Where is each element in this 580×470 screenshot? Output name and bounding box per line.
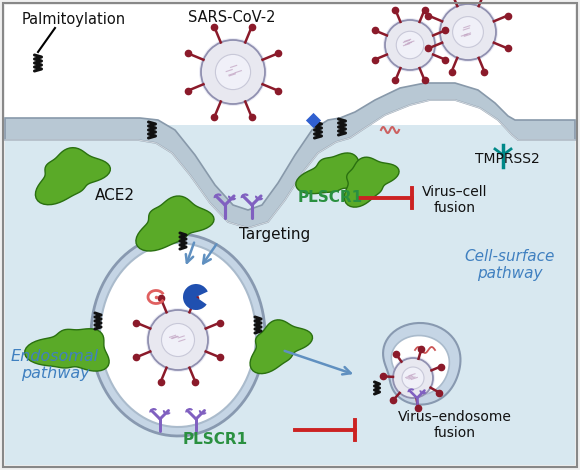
Text: PLSCR1: PLSCR1	[298, 190, 362, 205]
Circle shape	[146, 308, 210, 372]
Circle shape	[391, 356, 435, 400]
Polygon shape	[35, 148, 110, 205]
Polygon shape	[100, 243, 256, 427]
Bar	[5, 5, 575, 125]
Polygon shape	[383, 323, 461, 405]
Polygon shape	[345, 157, 399, 207]
Circle shape	[438, 2, 498, 62]
Circle shape	[215, 55, 251, 90]
Circle shape	[402, 367, 424, 389]
Circle shape	[385, 20, 435, 70]
Circle shape	[383, 18, 437, 72]
Circle shape	[393, 358, 433, 398]
Circle shape	[201, 40, 265, 104]
Bar	[5, 125, 575, 465]
Text: Endosomal
pathway: Endosomal pathway	[11, 349, 99, 381]
Text: TMPRSS2: TMPRSS2	[475, 152, 540, 166]
Circle shape	[199, 38, 267, 106]
Text: SARS-CoV-2: SARS-CoV-2	[188, 10, 276, 25]
Polygon shape	[296, 153, 371, 194]
Text: Targeting: Targeting	[240, 227, 311, 243]
Circle shape	[452, 16, 483, 47]
Wedge shape	[183, 284, 208, 310]
Polygon shape	[250, 320, 313, 374]
Polygon shape	[136, 196, 214, 251]
Circle shape	[148, 310, 208, 370]
Text: Palmitoylation: Palmitoylation	[22, 12, 126, 27]
Text: ACE2: ACE2	[95, 188, 135, 203]
Text: Virus–endosome
fusion: Virus–endosome fusion	[398, 410, 512, 440]
Polygon shape	[5, 83, 575, 228]
Polygon shape	[91, 234, 265, 436]
Circle shape	[396, 31, 424, 59]
Text: PLSCR1: PLSCR1	[183, 432, 248, 447]
Polygon shape	[392, 336, 450, 395]
Text: Cell-surface
pathway: Cell-surface pathway	[465, 249, 555, 281]
Point	[309, 116, 318, 124]
Circle shape	[440, 4, 496, 60]
Circle shape	[161, 323, 194, 357]
Text: Virus–cell
fusion: Virus–cell fusion	[422, 185, 488, 215]
Polygon shape	[25, 329, 109, 371]
